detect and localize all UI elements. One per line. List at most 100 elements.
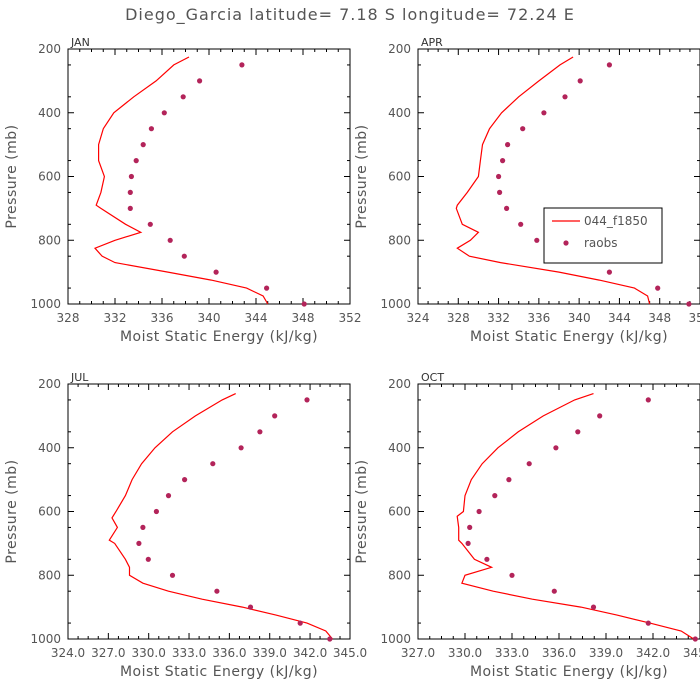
y-tick-label: 200 — [38, 377, 61, 391]
y-tick-label: 200 — [38, 42, 61, 56]
x-tick-label: 332 — [487, 311, 510, 325]
x-tick-label: 336.0 — [542, 646, 576, 660]
obs-point — [167, 237, 173, 243]
obs-point — [541, 110, 547, 116]
obs-point — [239, 62, 245, 68]
obs-point — [575, 429, 581, 435]
figure-title: Diego_Garcia latitude= 7.18 S longitude=… — [125, 5, 575, 25]
x-tick-label: 328 — [57, 311, 80, 325]
legend: 044_f1850 raobs — [543, 207, 663, 264]
y-axis-label: Pressure (mb) — [4, 124, 20, 228]
x-tick-label: 348 — [292, 311, 315, 325]
obs-point — [127, 205, 133, 211]
obs-point — [264, 285, 270, 291]
obs-point — [127, 189, 133, 195]
y-axis-label: Pressure (mb) — [354, 459, 370, 563]
y-axis-label: Pressure (mb) — [354, 124, 370, 228]
x-tick-label: 333.0 — [495, 646, 529, 660]
y-axis-label: Pressure (mb) — [4, 459, 20, 563]
obs-point — [145, 556, 151, 562]
obs-point — [645, 620, 651, 626]
y-tick-label: 400 — [388, 441, 411, 455]
x-axis-label: Moist Static Energy (kJ/kg) — [470, 329, 668, 345]
legend-box — [543, 207, 663, 264]
y-tick-label: 800 — [388, 568, 411, 582]
x-tick-label: 336.0 — [212, 646, 246, 660]
obs-point — [577, 78, 583, 84]
obs-point — [301, 301, 307, 307]
plot-frame — [67, 48, 351, 305]
obs-point — [686, 301, 692, 307]
obs-point — [504, 205, 510, 211]
x-tick-label: 336 — [527, 311, 550, 325]
obs-point — [562, 94, 568, 100]
obs-point — [496, 173, 502, 180]
model-series-line — [455, 56, 651, 305]
y-tick-label: 1000 — [30, 632, 61, 646]
obs-point — [551, 588, 557, 594]
obs-point — [180, 94, 186, 100]
legend-obs-label: raobs — [584, 236, 618, 250]
obs-point — [497, 189, 503, 195]
obs-point — [518, 221, 524, 227]
x-tick-label: 324 — [407, 311, 430, 325]
obs-point — [597, 413, 603, 419]
obs-point — [140, 524, 146, 531]
obs-point — [520, 126, 526, 132]
obs-point — [153, 508, 159, 515]
x-tick-label: 327.0 — [91, 646, 125, 660]
obs-point — [133, 158, 139, 164]
x-tick-label: 348 — [648, 311, 671, 325]
obs-point — [257, 429, 263, 435]
obs-point — [606, 62, 613, 68]
obs-point — [128, 173, 134, 180]
obs-point — [197, 78, 203, 84]
panel-month-label: OCT — [421, 371, 444, 384]
obs-point — [655, 285, 661, 291]
obs-point — [165, 493, 172, 499]
y-tick-label: 600 — [38, 170, 61, 184]
panel-month-label: APR — [421, 36, 443, 49]
y-tick-label: 200 — [388, 42, 411, 56]
obs-point — [304, 397, 310, 403]
x-tick-label: 352 — [689, 311, 700, 325]
x-tick-label: 345.0 — [683, 646, 700, 660]
panel-month-label: JUL — [70, 371, 89, 384]
obs-point — [148, 126, 154, 132]
obs-point — [213, 269, 219, 275]
obs-point — [534, 237, 540, 243]
obs-point — [692, 636, 698, 642]
obs-point — [500, 158, 506, 164]
x-tick-label: 352 — [339, 311, 362, 325]
model-series-line — [108, 393, 333, 640]
obs-point — [590, 604, 597, 610]
y-tick-label: 600 — [38, 505, 61, 519]
x-tick-label: 330.0 — [132, 646, 166, 660]
x-tick-label: 336 — [151, 311, 174, 325]
x-tick-label: 345.0 — [333, 646, 367, 660]
y-tick-label: 1000 — [380, 632, 411, 646]
model-series-line — [456, 393, 695, 640]
legend-model-label: 044_f1850 — [584, 214, 648, 228]
x-tick-label: 332 — [104, 311, 127, 325]
y-tick-label: 800 — [388, 233, 411, 247]
plot-frame — [417, 383, 700, 640]
obs-point — [506, 477, 512, 483]
panel-month-label: JAN — [70, 36, 90, 49]
obs-point — [327, 636, 333, 642]
obs-point — [147, 221, 153, 227]
model-series-line — [93, 56, 269, 305]
obs-point — [509, 572, 515, 578]
y-tick-label: 600 — [388, 170, 411, 184]
x-tick-label: 339.0 — [253, 646, 287, 660]
legend-obs-marker — [563, 240, 569, 246]
obs-point — [476, 508, 482, 515]
y-tick-label: 400 — [388, 106, 411, 120]
x-tick-label: 340 — [198, 311, 221, 325]
y-tick-label: 600 — [388, 505, 411, 519]
